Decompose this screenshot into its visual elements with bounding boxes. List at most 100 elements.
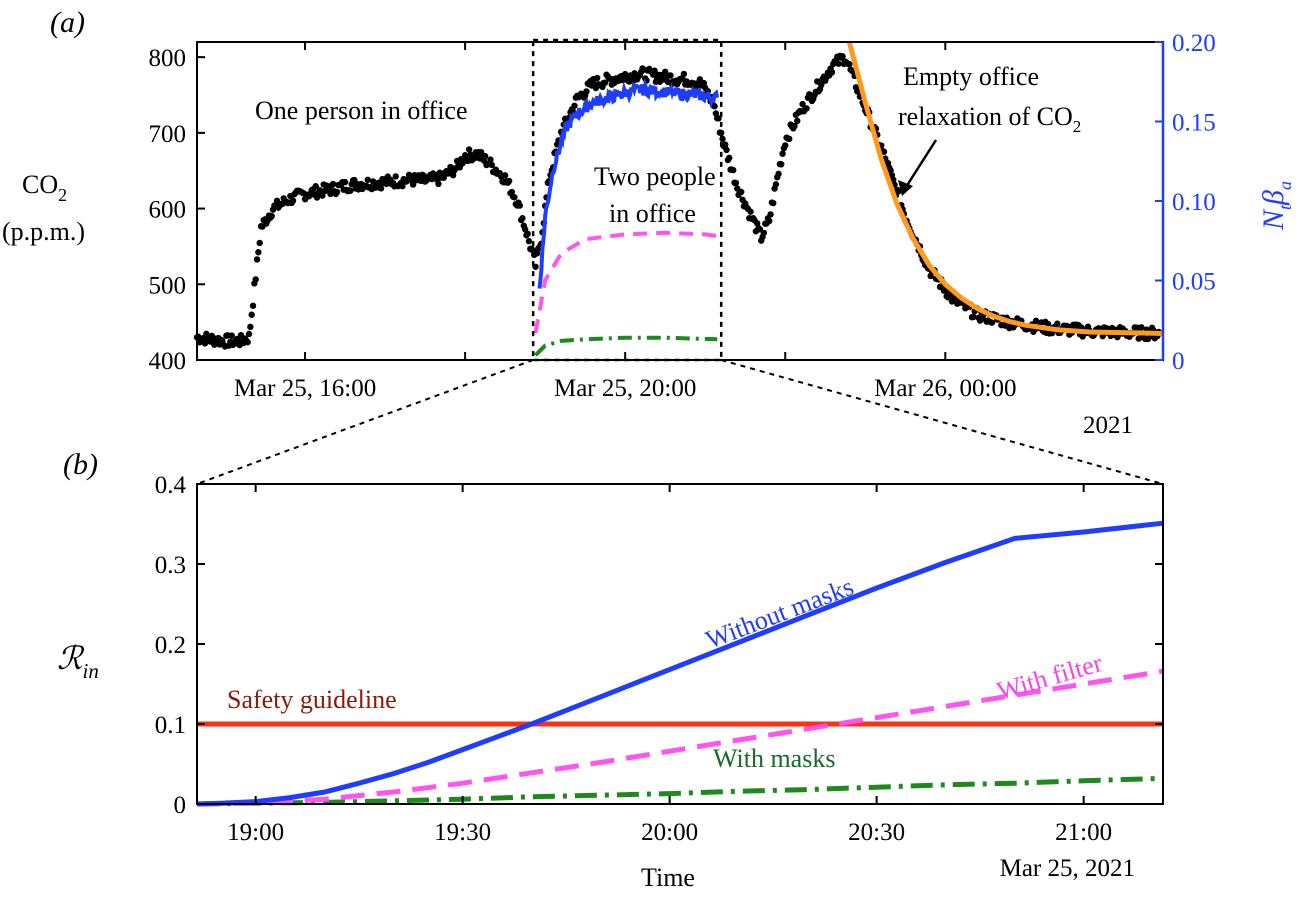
panel-a-x-tick-label: Mar 25, 20:00 xyxy=(554,375,696,402)
series-without-masks-line xyxy=(196,520,1164,807)
series-label-without-masks: Without masks xyxy=(702,572,858,655)
co2-point xyxy=(593,74,601,82)
co2-point xyxy=(256,239,263,247)
annotation-empty-2: relaxation of CO2 xyxy=(898,102,1081,136)
panel-b-ylabel: ℛin xyxy=(57,640,99,683)
panel-b-y-tick-labels: 0 0.1 0.2 0.3 0.4 xyxy=(155,472,187,819)
panel-b-x-tick-label: 20:30 xyxy=(848,819,905,846)
co2-point xyxy=(895,188,902,195)
co2-point xyxy=(766,217,773,225)
co2-point xyxy=(571,102,578,109)
panel-a-right-y-tick-label: 0.10 xyxy=(1172,189,1216,216)
co2-point xyxy=(268,212,275,220)
panel-a-y-tick-label: 600 xyxy=(149,197,187,224)
co2-point xyxy=(732,179,740,187)
co2-point xyxy=(880,148,888,155)
co2-point xyxy=(719,135,726,143)
panel-b-label: (b) xyxy=(63,448,98,481)
annotation-two-people-1: Two people xyxy=(594,162,716,191)
panel-a-x-tick-label: Mar 26, 00:00 xyxy=(874,375,1016,402)
panel-b-x-tick-label: 19:30 xyxy=(434,819,491,846)
co2-point xyxy=(247,323,254,331)
co2-point xyxy=(803,105,810,112)
co2-point xyxy=(767,211,774,218)
co2-point xyxy=(970,313,977,321)
series-label-with-filter: With filter xyxy=(994,648,1106,706)
panel-b-data xyxy=(196,520,1164,807)
panel-b-xlabel: Time xyxy=(641,863,695,892)
co2-point xyxy=(711,103,718,110)
co2-point xyxy=(255,249,262,256)
panel-a-ylabel-right: Ntβa xyxy=(1257,181,1295,231)
co2-point xyxy=(289,197,297,204)
panel-a-x-tick-labels: Mar 25, 16:00 Mar 25, 20:00 Mar 26, 00:00 xyxy=(234,375,1017,402)
co2-point xyxy=(383,180,390,188)
co2-point xyxy=(667,72,674,79)
panel-a-y-tick-label: 800 xyxy=(149,45,187,72)
co2-point xyxy=(449,171,457,179)
panel-b-y-tick-label: 0.1 xyxy=(155,712,186,739)
panel-b-x-tick-label: 21:00 xyxy=(1055,819,1112,846)
panel-b-y-tick-label: 0.3 xyxy=(155,552,186,579)
series-a-ntba-line xyxy=(537,77,720,289)
zoom-connector-right xyxy=(720,359,1164,485)
co2-point xyxy=(722,141,729,148)
co2-point xyxy=(329,180,337,188)
co2-point xyxy=(501,172,509,179)
co2-point xyxy=(1032,317,1040,324)
co2-point xyxy=(248,311,255,318)
co2-point xyxy=(519,215,526,222)
panel-a-ylabel-co2: CO2 xyxy=(22,170,67,205)
co2-point xyxy=(680,70,688,78)
co2-point xyxy=(399,182,406,190)
co2-point xyxy=(738,188,745,196)
co2-point xyxy=(505,177,513,185)
panel-b-x-tick-label: 20:00 xyxy=(641,819,698,846)
series-with-filter-line xyxy=(196,668,1164,807)
co2-point xyxy=(524,230,531,237)
co2-point xyxy=(435,180,442,188)
co2-point xyxy=(392,173,399,180)
co2-point xyxy=(487,156,494,163)
panel-a-y-tick-label: 400 xyxy=(149,348,187,375)
panel-b-ticks xyxy=(197,483,1163,805)
ylabel-co2-text: CO xyxy=(22,170,58,199)
co2-point xyxy=(747,208,754,215)
co2-point xyxy=(988,319,996,326)
panel-a-ticks xyxy=(197,41,1163,361)
co2-point xyxy=(770,199,777,207)
annotation-one-person: One person in office xyxy=(255,96,468,125)
series-a-fit-line xyxy=(846,41,1164,336)
co2-point xyxy=(488,161,495,169)
co2-point xyxy=(754,220,761,227)
co2-point xyxy=(319,192,326,199)
panel-a-ylabel-unit: (p.p.m.) xyxy=(2,217,85,246)
co2-point xyxy=(516,202,524,209)
annotation-arrow-head xyxy=(898,180,913,196)
co2-point xyxy=(887,167,894,174)
co2-point xyxy=(583,88,590,95)
co2-point xyxy=(533,250,541,257)
panel-a-y-tick-label: 500 xyxy=(149,272,187,299)
panel-a-year-label: 2021 xyxy=(1083,412,1133,439)
panel-b-x-tick-label: 19:00 xyxy=(227,819,284,846)
panel-a-right-y-tick-label: 0.15 xyxy=(1172,110,1216,137)
co2-point xyxy=(794,117,801,125)
co2-point xyxy=(1138,324,1145,331)
co2-point xyxy=(601,79,609,86)
co2-point xyxy=(779,150,786,157)
annotation-arrow-line xyxy=(904,139,938,188)
co2-point xyxy=(377,185,385,192)
co2-point xyxy=(799,100,806,108)
co2-point xyxy=(828,69,836,76)
co2-point xyxy=(245,330,253,338)
panel-a-right-y-tick-labels: 0 0.05 0.10 0.15 0.20 xyxy=(1172,30,1216,375)
co2-point xyxy=(341,178,349,186)
co2-point xyxy=(835,60,842,67)
panel-a-y-tick-label: 700 xyxy=(149,121,187,148)
ylabel-right-text: Ntβa xyxy=(1257,181,1295,231)
co2-point xyxy=(778,161,785,168)
co2-point xyxy=(791,122,798,130)
panel-b-frame xyxy=(196,483,1164,805)
